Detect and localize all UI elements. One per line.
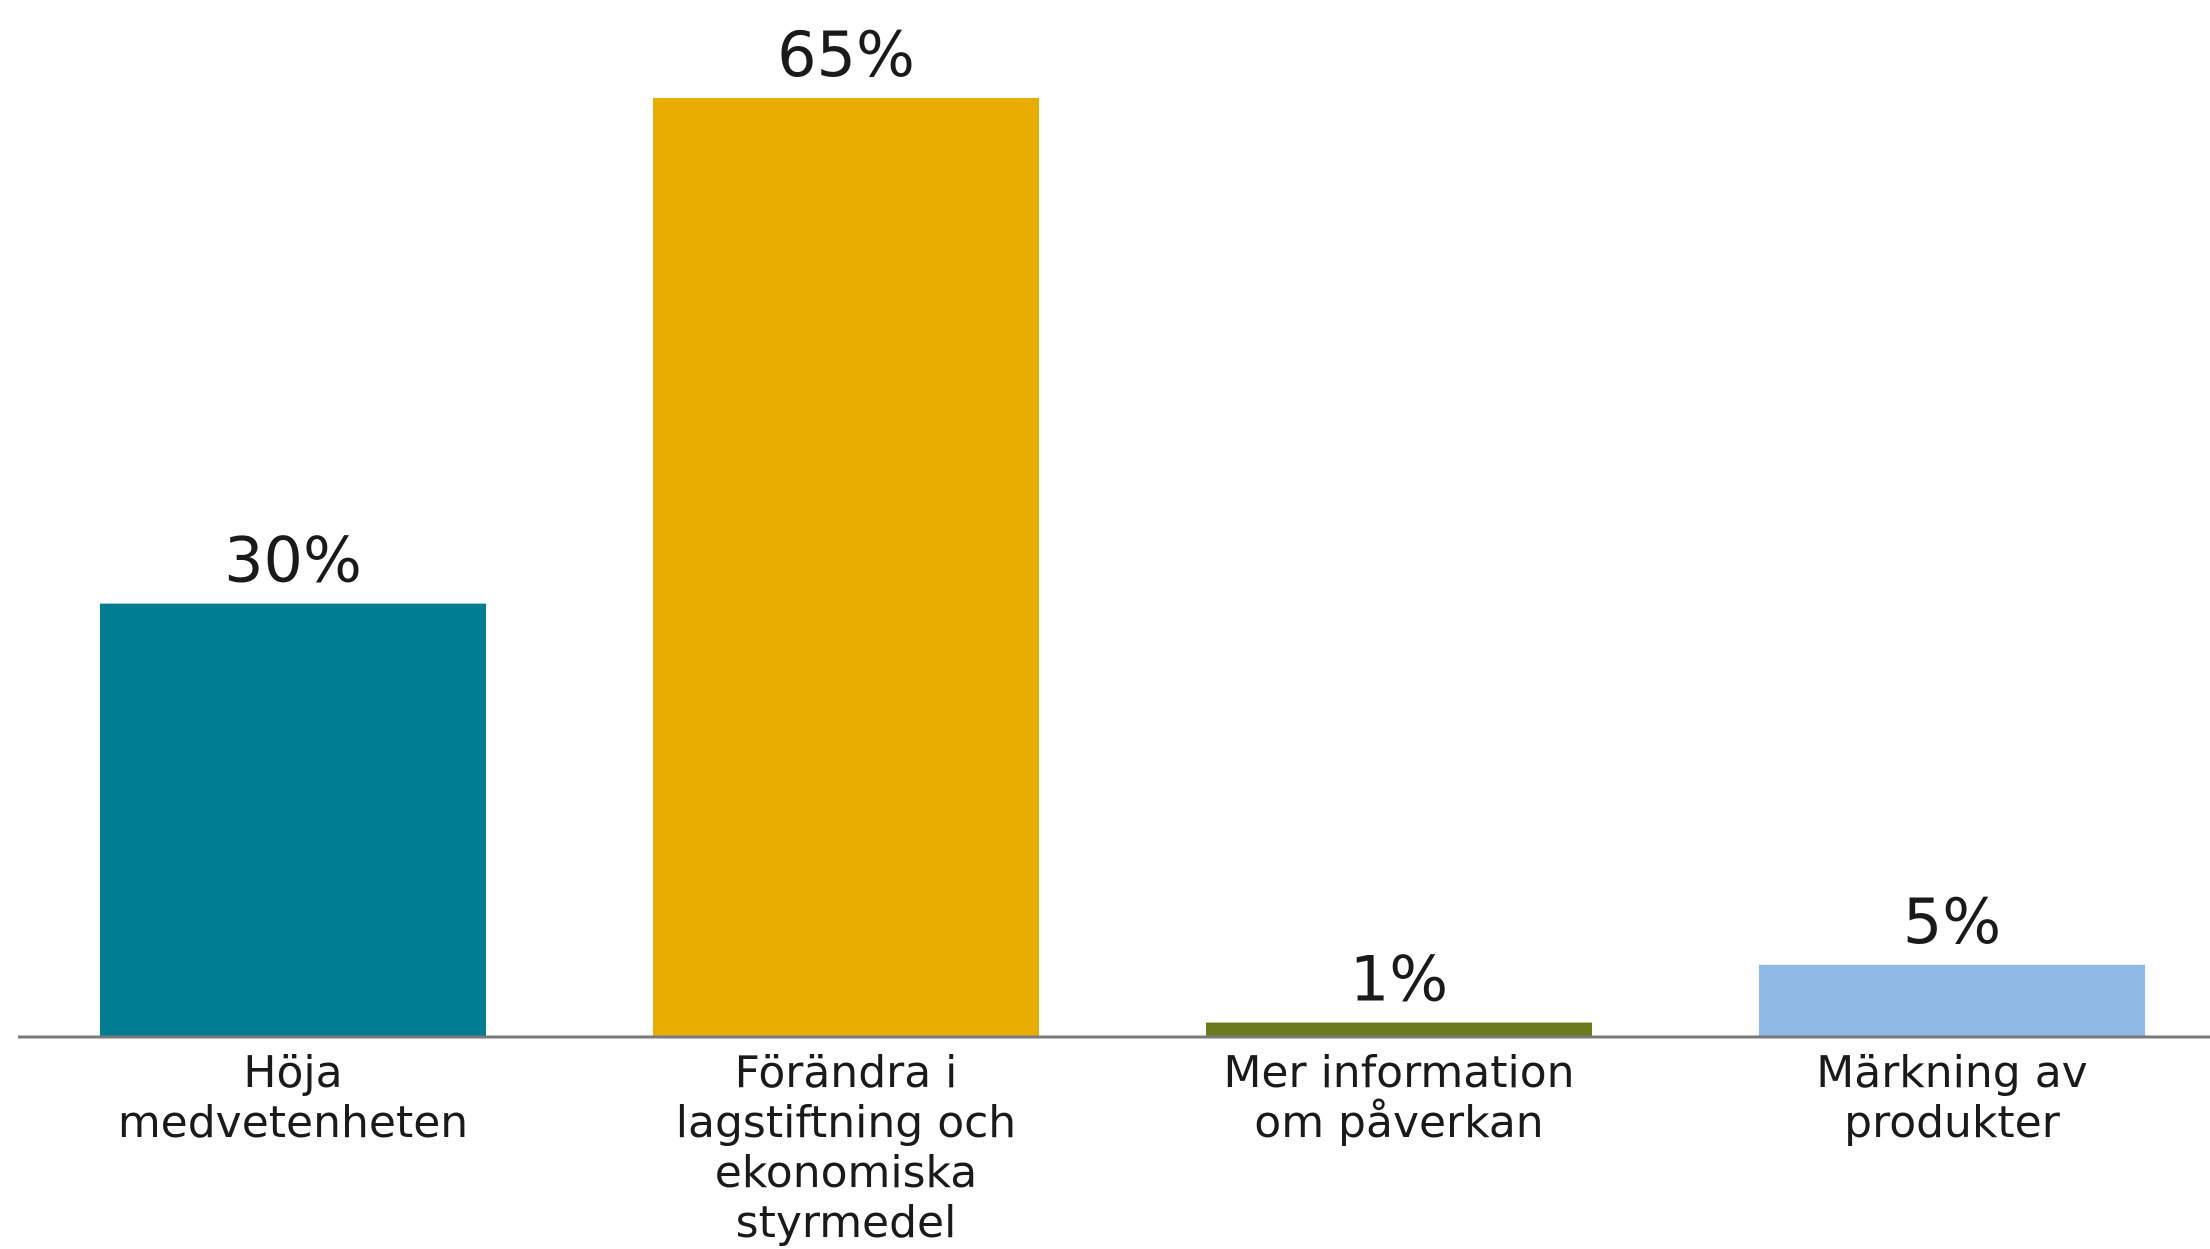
bar-2	[653, 98, 1039, 1037]
bar-3	[1206, 1022, 1592, 1037]
value-label-4: 5%	[1903, 885, 2001, 958]
bar-4	[1759, 964, 2145, 1037]
category-label-2-line-2: lagstiftning och	[676, 1097, 1016, 1148]
category-label-1-line-1: Höja	[243, 1047, 342, 1098]
value-labels-group: 30% 65% 1% 5%	[224, 18, 2001, 1016]
category-label-1-line-2: medvetenheten	[118, 1097, 468, 1148]
category-label-4-line-1: Märkning av	[1816, 1047, 2087, 1098]
value-label-3: 1%	[1350, 943, 1448, 1016]
category-label-4-line-2: produkter	[1844, 1097, 2061, 1148]
value-label-2: 65%	[777, 18, 915, 91]
category-label-3-line-1: Mer information	[1223, 1047, 1574, 1098]
category-label-2-line-1: Förändra i	[735, 1047, 958, 1098]
category-label-2-line-4: styrmedel	[736, 1197, 957, 1248]
category-label-3-line-2: om påverkan	[1254, 1097, 1543, 1148]
category-label-2-line-3: ekonomiska	[715, 1147, 977, 1198]
value-label-1: 30%	[224, 524, 362, 597]
bars-group	[100, 98, 2145, 1037]
bar-1	[100, 603, 486, 1037]
